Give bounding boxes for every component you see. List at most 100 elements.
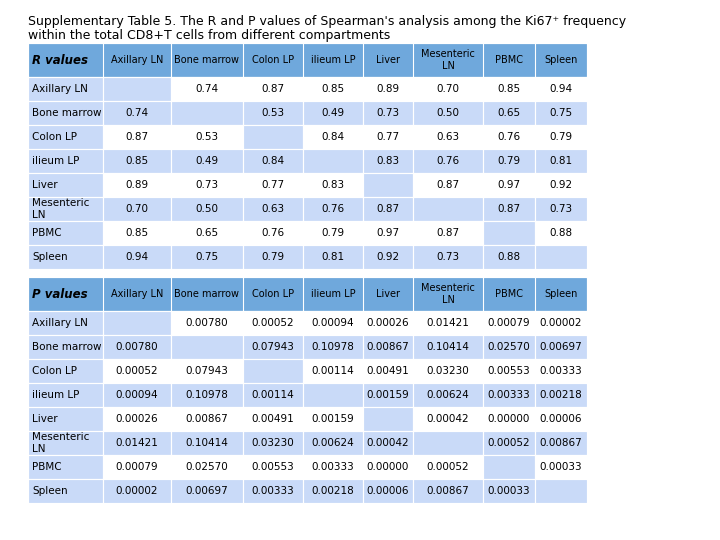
Bar [303,335,363,359]
Bar [535,335,587,359]
Bar [28,173,103,197]
Bar [413,479,483,503]
Bar [243,479,303,503]
Bar [243,311,303,335]
Text: 0.00491: 0.00491 [251,414,294,424]
Text: 0.00867: 0.00867 [539,438,582,448]
Text: Bone marrow: Bone marrow [174,289,240,299]
Bar [303,455,363,479]
Bar [535,479,587,503]
Text: 0.00026: 0.00026 [366,318,409,328]
Bar [243,197,303,221]
Text: 0.73: 0.73 [195,180,219,190]
Text: 0.02570: 0.02570 [487,342,531,352]
Bar [535,455,587,479]
Bar [103,149,171,173]
Text: Liver: Liver [376,289,400,299]
Bar [243,221,303,245]
Bar [363,479,413,503]
Bar [363,77,413,101]
Bar [413,335,483,359]
Text: 0.63: 0.63 [436,132,459,142]
Bar [535,173,587,197]
Text: 0.00333: 0.00333 [312,462,354,472]
Bar [243,245,303,269]
Text: 0.00002: 0.00002 [116,486,158,496]
Bar [413,383,483,407]
Text: 0.76: 0.76 [261,228,284,238]
Text: 0.00159: 0.00159 [312,414,354,424]
Bar [28,311,103,335]
Bar [103,479,171,503]
Text: 0.00159: 0.00159 [366,390,410,400]
Text: Colon LP: Colon LP [252,55,294,65]
Text: 0.92: 0.92 [549,180,572,190]
Text: 0.00333: 0.00333 [251,486,294,496]
Bar [303,383,363,407]
Text: 0.00780: 0.00780 [116,342,158,352]
Bar [243,455,303,479]
Text: 0.79: 0.79 [549,132,572,142]
Text: Mesenteric
LN: Mesenteric LN [421,49,475,71]
Text: 0.92: 0.92 [377,252,400,262]
Text: 0.07943: 0.07943 [251,342,294,352]
Bar [483,197,535,221]
Text: 0.77: 0.77 [261,180,284,190]
Bar [413,359,483,383]
Text: Spleen: Spleen [32,486,68,496]
Bar [103,125,171,149]
Text: 0.00042: 0.00042 [427,414,469,424]
Bar [535,359,587,383]
Text: Bone marrow: Bone marrow [174,55,240,65]
Text: 0.89: 0.89 [125,180,148,190]
Bar [171,383,243,407]
Bar [413,431,483,455]
Text: 0.50: 0.50 [196,204,218,214]
Bar [303,359,363,383]
Bar [171,335,243,359]
Bar [535,431,587,455]
Text: PBMC: PBMC [32,228,62,238]
Text: 0.00624: 0.00624 [312,438,354,448]
Text: 0.00000: 0.00000 [366,462,409,472]
Bar [28,431,103,455]
Text: 0.70: 0.70 [436,84,459,94]
Text: 0.97: 0.97 [498,180,521,190]
Text: 0.85: 0.85 [321,84,345,94]
Bar [171,125,243,149]
Text: 0.00006: 0.00006 [366,486,409,496]
Text: Spleen: Spleen [544,55,577,65]
Text: 0.49: 0.49 [195,156,219,166]
Text: 0.65: 0.65 [195,228,219,238]
Text: 0.76: 0.76 [436,156,459,166]
Text: 0.84: 0.84 [261,156,284,166]
Bar [171,245,243,269]
Text: 0.00052: 0.00052 [427,462,469,472]
Text: Colon LP: Colon LP [32,366,77,376]
Text: ilieum LP: ilieum LP [311,289,355,299]
Bar [483,359,535,383]
Text: 0.73: 0.73 [377,108,400,118]
Text: 0.00867: 0.00867 [186,414,228,424]
Bar [103,311,171,335]
Bar [483,311,535,335]
Bar [303,77,363,101]
Text: 0.00624: 0.00624 [427,390,469,400]
Bar [413,77,483,101]
Bar [363,407,413,431]
Text: 0.73: 0.73 [436,252,459,262]
Bar [303,479,363,503]
Text: 0.00553: 0.00553 [251,462,294,472]
Bar [363,383,413,407]
Bar [535,77,587,101]
Bar [28,245,103,269]
Text: ilieum LP: ilieum LP [32,390,79,400]
Bar [28,455,103,479]
Bar [413,101,483,125]
Text: 0.79: 0.79 [261,252,284,262]
Text: 0.79: 0.79 [498,156,521,166]
Text: Liver: Liver [32,180,58,190]
Bar [483,431,535,455]
Bar [28,149,103,173]
Bar [103,407,171,431]
